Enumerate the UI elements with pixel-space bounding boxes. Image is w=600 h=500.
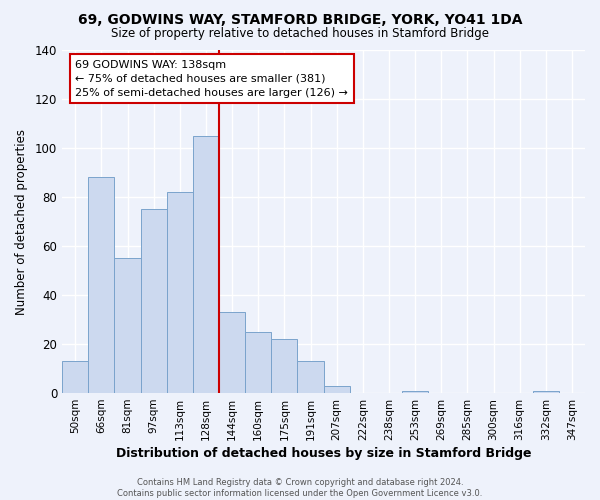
Bar [245,332,271,393]
Text: Size of property relative to detached houses in Stamford Bridge: Size of property relative to detached ho… [111,28,489,40]
Bar [271,339,298,393]
Bar [167,192,193,393]
Bar [193,136,219,393]
Bar [323,386,350,393]
X-axis label: Distribution of detached houses by size in Stamford Bridge: Distribution of detached houses by size … [116,447,532,460]
Bar [88,178,115,393]
Y-axis label: Number of detached properties: Number of detached properties [15,128,28,314]
Bar [115,258,140,393]
Bar [402,390,428,393]
Text: 69 GODWINS WAY: 138sqm
← 75% of detached houses are smaller (381)
25% of semi-de: 69 GODWINS WAY: 138sqm ← 75% of detached… [75,60,348,98]
Bar [533,390,559,393]
Text: Contains HM Land Registry data © Crown copyright and database right 2024.
Contai: Contains HM Land Registry data © Crown c… [118,478,482,498]
Bar [140,210,167,393]
Bar [62,361,88,393]
Bar [298,361,323,393]
Bar [219,312,245,393]
Text: 69, GODWINS WAY, STAMFORD BRIDGE, YORK, YO41 1DA: 69, GODWINS WAY, STAMFORD BRIDGE, YORK, … [78,12,522,26]
